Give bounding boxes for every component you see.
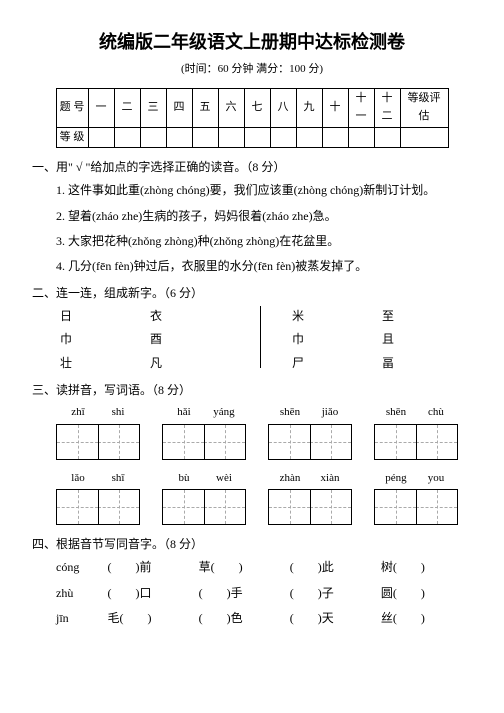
blank: ( )手 <box>199 584 290 603</box>
page-title: 统编版二年级语文上册期中达标检测卷 <box>32 28 472 57</box>
cell <box>244 127 270 148</box>
pinyin: zhànxiàn <box>268 470 352 488</box>
cell: 六 <box>218 89 244 127</box>
pinyin: cóng <box>56 558 108 577</box>
cell: 十一 <box>348 89 374 127</box>
cell: 题 号 <box>56 89 88 127</box>
pinyin: shēnjiǎo <box>268 404 352 422</box>
cell <box>374 127 400 148</box>
cell <box>400 127 448 148</box>
cell <box>114 127 140 148</box>
divider <box>260 306 261 368</box>
pinyin: bùwèi <box>162 470 246 488</box>
cell <box>348 127 374 148</box>
q4-row: cóng ( )前 草( ) ( )此 树( ) <box>56 558 472 577</box>
cell: 等 级 <box>56 127 88 148</box>
char: 至 <box>382 307 472 326</box>
cell <box>166 127 192 148</box>
cell <box>192 127 218 148</box>
cell: 三 <box>140 89 166 127</box>
cell: 五 <box>192 89 218 127</box>
question-3: 三、读拼音，写词语。（8 分） zhīshi hǎiyáng shēnjiǎo … <box>32 381 472 525</box>
blank: 毛( ) <box>108 609 199 628</box>
q1-item: 2. 望着(zháo zhe)生病的孩子，妈妈很着(zháo zhe)急。 <box>56 207 472 226</box>
q2-row: 巾 酉 巾 且 <box>60 330 472 349</box>
pinyin: shēnchù <box>374 404 458 422</box>
char: 畐 <box>382 354 472 373</box>
box-row <box>56 489 472 525</box>
cell: 八 <box>270 89 296 127</box>
writing-box <box>374 489 458 525</box>
table-row: 题 号 一 二 三 四 五 六 七 八 九 十 十一 十二 等级评估 <box>56 89 448 127</box>
page-subtitle: (时间：60 分钟 满分：100 分) <box>32 61 472 79</box>
q2-heading: 二、连一连，组成新字。（6 分） <box>32 284 472 303</box>
cell: 等级评估 <box>400 89 448 127</box>
cell <box>140 127 166 148</box>
cell: 一 <box>88 89 114 127</box>
cell <box>218 127 244 148</box>
pinyin: péngyou <box>374 470 458 488</box>
q4-heading: 四、根据音节写同音字。（8 分） <box>32 535 472 554</box>
pinyin: lǎoshī <box>56 470 140 488</box>
box-row <box>56 424 472 460</box>
blank: ( )色 <box>199 609 290 628</box>
question-4: 四、根据音节写同音字。（8 分） cóng ( )前 草( ) ( )此 树( … <box>32 535 472 628</box>
blank: 圆( ) <box>381 584 472 603</box>
cell: 十 <box>322 89 348 127</box>
q1-heading: 一、用" √ "给加点的字选择正确的读音。（8 分） <box>32 158 472 177</box>
cell: 二 <box>114 89 140 127</box>
writing-box <box>162 424 246 460</box>
pinyin: zhīshi <box>56 404 140 422</box>
q1-item: 1. 这件事如此重(zhòng chóng)要，我们应该重(zhòng chón… <box>56 181 472 200</box>
blank: ( )此 <box>290 558 381 577</box>
question-2: 二、连一连，组成新字。（6 分） 日 衣 米 至 巾 酉 巾 且 壮 凡 尸 畐 <box>32 284 472 373</box>
char: 尸 <box>292 354 382 373</box>
char: 日 <box>60 307 150 326</box>
char: 凡 <box>150 354 240 373</box>
q4-row: zhù ( )口 ( )手 ( )子 圆( ) <box>56 584 472 603</box>
q1-item: 3. 大家把花种(zhǒng zhòng)种(zhǒng zhòng)在花盆里。 <box>56 232 472 251</box>
q4-row: jīn 毛( ) ( )色 ( )天 丝( ) <box>56 609 472 628</box>
writing-box <box>268 489 352 525</box>
char: 酉 <box>150 330 240 349</box>
pinyin-row: lǎoshī bùwèi zhànxiàn péngyou <box>56 470 472 488</box>
cell: 四 <box>166 89 192 127</box>
pinyin: zhù <box>56 584 108 603</box>
cell <box>296 127 322 148</box>
writing-box <box>268 424 352 460</box>
blank: ( )天 <box>290 609 381 628</box>
writing-box <box>56 489 140 525</box>
blank: ( )口 <box>108 584 199 603</box>
pinyin: jīn <box>56 609 108 628</box>
char: 衣 <box>150 307 240 326</box>
char: 米 <box>292 307 382 326</box>
table-row: 等 级 <box>56 127 448 148</box>
cell <box>88 127 114 148</box>
q2-row: 壮 凡 尸 畐 <box>60 354 472 373</box>
blank: 草( ) <box>199 558 290 577</box>
blank: ( )子 <box>290 584 381 603</box>
score-table: 题 号 一 二 三 四 五 六 七 八 九 十 十一 十二 等级评估 等 级 <box>56 88 449 148</box>
cell: 九 <box>296 89 322 127</box>
writing-box <box>374 424 458 460</box>
q1-item: 4. 几分(fēn fèn)钟过后，衣服里的水分(fēn fèn)被蒸发掉了。 <box>56 257 472 276</box>
char: 且 <box>382 330 472 349</box>
pinyin-row: zhīshi hǎiyáng shēnjiǎo shēnchù <box>56 404 472 422</box>
writing-box <box>56 424 140 460</box>
pinyin: hǎiyáng <box>162 404 246 422</box>
char: 壮 <box>60 354 150 373</box>
char: 巾 <box>292 330 382 349</box>
blank: 树( ) <box>381 558 472 577</box>
cell <box>270 127 296 148</box>
cell <box>322 127 348 148</box>
q2-row: 日 衣 米 至 <box>60 307 472 326</box>
q3-heading: 三、读拼音，写词语。（8 分） <box>32 381 472 400</box>
blank: ( )前 <box>108 558 199 577</box>
writing-box <box>162 489 246 525</box>
blank: 丝( ) <box>381 609 472 628</box>
char: 巾 <box>60 330 150 349</box>
cell: 七 <box>244 89 270 127</box>
cell: 十二 <box>374 89 400 127</box>
question-1: 一、用" √ "给加点的字选择正确的读音。（8 分） 1. 这件事如此重(zhò… <box>32 158 472 276</box>
